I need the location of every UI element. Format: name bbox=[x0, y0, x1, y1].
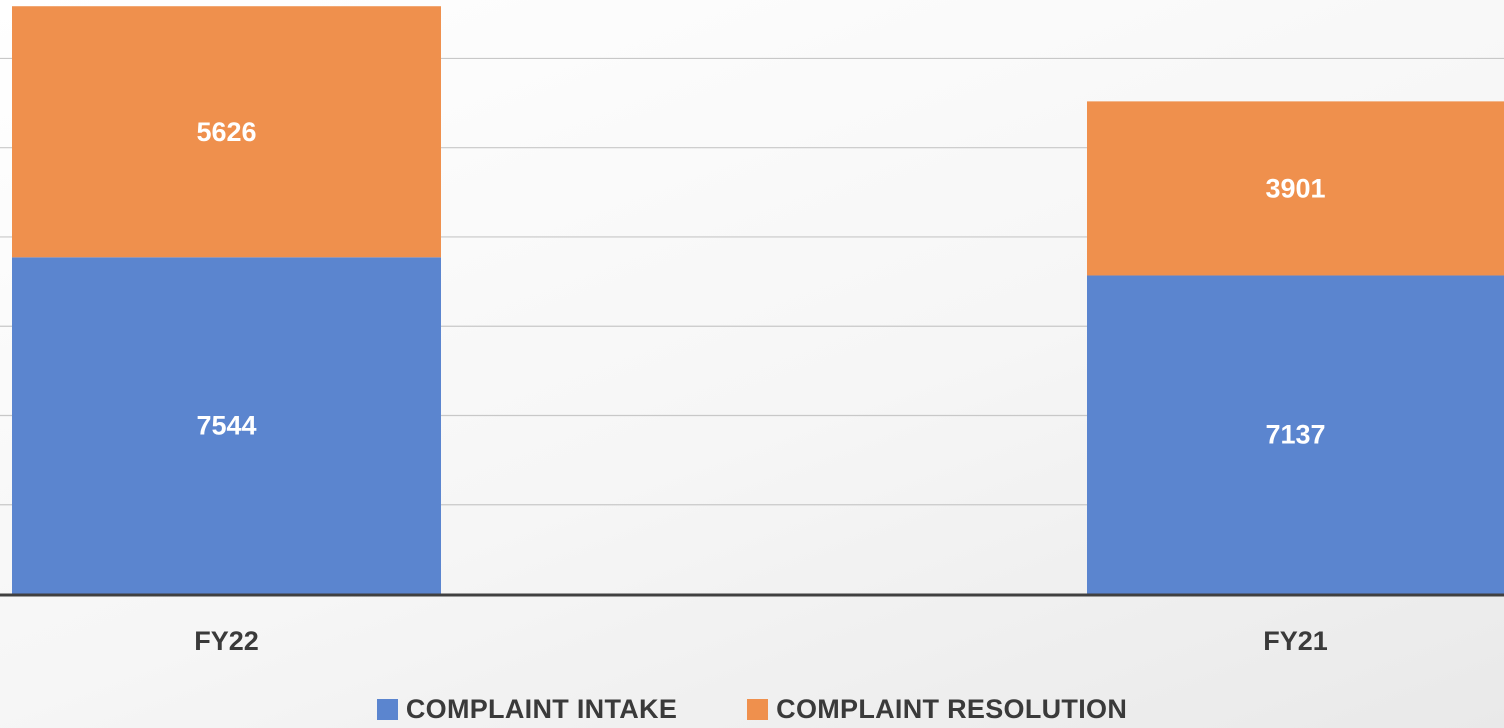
legend-swatch-resolution bbox=[747, 698, 769, 720]
bar-segment-intake bbox=[1087, 275, 1504, 594]
legend-item-resolution: COMPLAINT RESOLUTION bbox=[747, 694, 1127, 725]
bar-segment-resolution bbox=[12, 6, 441, 258]
chart-legend: COMPLAINT INTAKE COMPLAINT RESOLUTION bbox=[0, 690, 1504, 728]
data-label: 3901 bbox=[1265, 173, 1325, 203]
legend-label-resolution: COMPLAINT RESOLUTION bbox=[776, 693, 1128, 724]
x-tick-label: FY21 bbox=[1263, 626, 1328, 656]
data-labels: 7544 5626 7137 3901 bbox=[196, 117, 1325, 450]
data-label: 7137 bbox=[1265, 420, 1325, 450]
x-axis: FY22 FY21 bbox=[0, 593, 1504, 656]
data-label: 7544 bbox=[196, 411, 256, 441]
legend-swatch-intake bbox=[376, 698, 398, 720]
x-tick-label: FY22 bbox=[194, 626, 259, 656]
bar-segment-resolution bbox=[1087, 101, 1504, 276]
bar-segment-intake bbox=[12, 257, 441, 594]
legend-label-intake: COMPLAINT INTAKE bbox=[405, 693, 678, 724]
bar-segments bbox=[12, 6, 1504, 594]
legend-item-intake: COMPLAINT INTAKE bbox=[376, 693, 678, 725]
data-label: 5626 bbox=[196, 117, 256, 147]
